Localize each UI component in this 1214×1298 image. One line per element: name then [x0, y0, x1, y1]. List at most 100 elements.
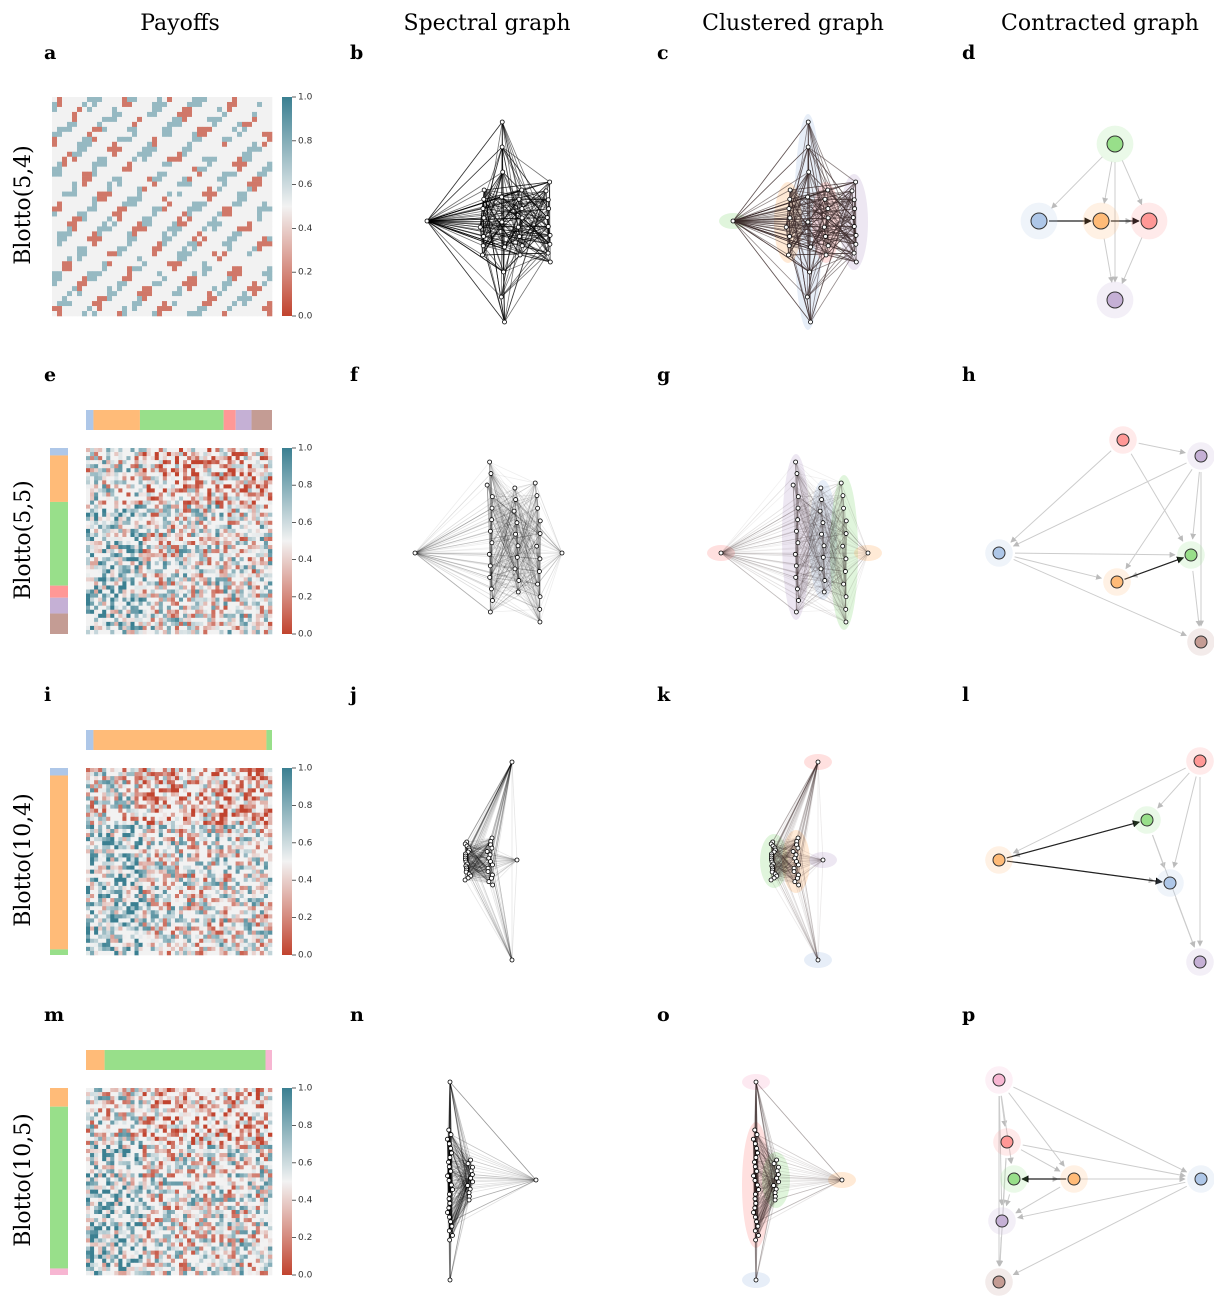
heatmap-cell — [177, 206, 183, 212]
heatmap-cell — [154, 625, 160, 631]
heatmap-cell — [207, 161, 213, 167]
heatmap-cell — [126, 776, 131, 781]
heatmap-cell — [257, 121, 263, 128]
heatmap — [52, 97, 273, 317]
heatmap-cell — [77, 301, 83, 307]
heatmap-cell — [219, 804, 224, 809]
heatmap-cell — [142, 281, 148, 287]
heatmap-cell — [98, 784, 103, 789]
heatmap-cell — [146, 549, 151, 554]
heatmap-cell — [199, 553, 204, 558]
heatmap-cell — [237, 101, 243, 108]
heatmap-cell — [114, 492, 119, 497]
heatmap-cell — [195, 621, 200, 627]
heatmap-cell — [138, 452, 143, 457]
heatmap-cell — [130, 617, 135, 623]
heatmap-cell — [157, 301, 163, 307]
heatmap-cell — [197, 266, 203, 272]
heatmap-cell — [170, 536, 176, 542]
heatmap-cell — [267, 452, 273, 457]
heatmap-cell — [87, 231, 93, 237]
heatmap-cell — [102, 841, 107, 846]
heatmap-cell — [86, 613, 91, 619]
heatmap-cell — [170, 512, 176, 518]
heatmap-cell — [90, 804, 95, 809]
heatmap-cell — [107, 211, 113, 217]
heatmap-cell — [239, 569, 244, 574]
heatmap-cell — [102, 577, 107, 582]
heatmap-cell — [182, 301, 188, 307]
heatmap-cell — [137, 261, 143, 267]
heatmap-cell — [102, 816, 107, 822]
heatmap-cell — [237, 291, 243, 297]
heatmap-cell — [138, 516, 143, 522]
heatmap-cell — [247, 311, 253, 317]
heatmap-cell — [177, 266, 183, 272]
heatmap-cell — [134, 629, 139, 635]
heatmap-cell — [267, 605, 273, 611]
heatmap-cell — [82, 311, 88, 317]
heatmap-cell — [227, 528, 232, 534]
heatmap-cell — [72, 211, 78, 217]
heatmap-cell — [247, 820, 253, 826]
heatmap-cell — [94, 569, 99, 574]
heatmap-cell — [227, 206, 233, 212]
row-label: Blotto(5,4) — [11, 145, 36, 265]
heatmap-cell — [94, 816, 99, 822]
heatmap-cell — [203, 841, 208, 846]
heatmap-cell — [106, 472, 111, 477]
row-label: Blotto(5,5) — [11, 480, 36, 600]
heatmap-cell — [82, 106, 88, 113]
heatmap-cell — [157, 296, 163, 302]
heatmap-cell — [82, 251, 88, 257]
heatmap-cell — [179, 593, 184, 598]
heatmap-cell — [183, 585, 188, 590]
heatmap-cell — [243, 468, 249, 473]
heatmap-cell — [215, 557, 220, 562]
heatmap-cell — [212, 311, 218, 317]
heatmap-cell — [57, 301, 63, 307]
heatmap-cell — [237, 286, 243, 292]
heatmap-cell — [207, 136, 213, 143]
heatmap-cell — [114, 536, 119, 542]
heatmap-cell — [179, 488, 184, 493]
heatmap-cell — [150, 448, 156, 453]
heatmap-cell — [199, 496, 204, 501]
heatmap-cell — [263, 609, 269, 615]
heatmap-cell — [142, 601, 147, 606]
heatmap-cell — [207, 532, 212, 538]
heatmap-cell — [179, 573, 184, 578]
heatmap-cell — [154, 593, 160, 598]
heatmap-cell — [239, 545, 244, 550]
heatmap-cell — [94, 808, 99, 814]
heatmap-cell — [195, 585, 200, 590]
heatmap-cell — [174, 549, 180, 554]
heatmap-cell — [98, 577, 103, 582]
heatmap-cell — [263, 456, 269, 461]
heatmap-cell — [67, 291, 73, 297]
heatmap-cell — [152, 176, 158, 182]
heatmap-cell — [150, 796, 156, 801]
heatmap-cell — [138, 472, 143, 477]
heatmap-cell — [202, 226, 208, 232]
heatmap-cell — [179, 597, 184, 602]
heatmap-cell — [215, 824, 220, 830]
heatmap-cell — [222, 106, 228, 113]
heatmap-cell — [177, 306, 183, 312]
heatmap-cell — [187, 101, 193, 108]
heatmap-cell — [142, 106, 148, 113]
heatmap-cell — [242, 126, 248, 133]
heatmap-cell — [127, 286, 133, 292]
heatmap-cell — [132, 156, 138, 163]
heatmap-cell — [259, 573, 265, 578]
heatmap-cell — [122, 597, 127, 602]
heatmap-cell — [257, 161, 263, 167]
heatmap-cell — [67, 146, 73, 153]
heatmap-cell — [174, 824, 180, 830]
heatmap-cell — [132, 166, 138, 172]
heatmap-cell — [192, 176, 198, 182]
heatmap-cell — [90, 629, 95, 635]
heatmap-cell — [82, 291, 88, 297]
heatmap-cell — [195, 833, 200, 838]
heatmap-cell — [137, 176, 143, 182]
